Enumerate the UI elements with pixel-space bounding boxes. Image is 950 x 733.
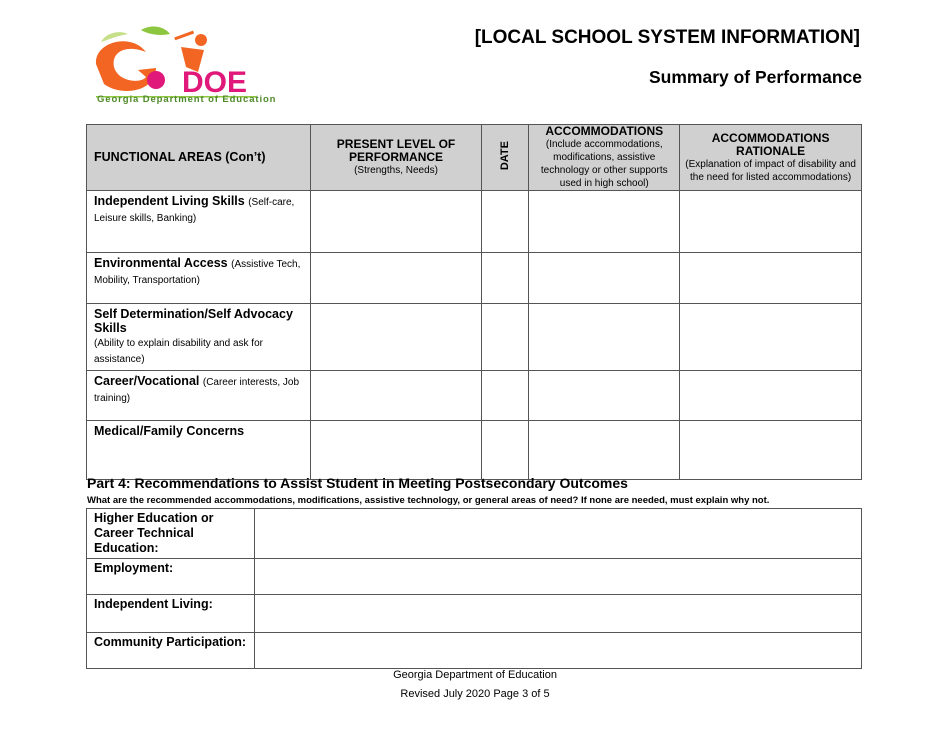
table-row: Independent Living:: [86, 594, 862, 633]
accommodations-cell[interactable]: [528, 252, 681, 304]
school-system-info: [LOCAL SCHOOL SYSTEM INFORMATION]: [474, 27, 860, 48]
area-note: (Career interests, Job training): [94, 377, 300, 404]
svg-text:DOE: DOE: [182, 66, 247, 99]
recommendations-table: Higher Education or Career Technical Edu…: [86, 508, 862, 669]
row-label: Career/Vocational (Career interests, Job…: [86, 370, 311, 421]
col-functional-areas: FUNCTIONAL AREAS (Con’t): [86, 124, 311, 191]
present-level-cell[interactable]: [309, 252, 483, 304]
row-label: Employment:: [86, 558, 255, 595]
area-note: (Self-care, Leisure skills, Banking): [94, 197, 295, 224]
date-cell[interactable]: [481, 303, 530, 371]
row-label: Medical/Family Concerns: [86, 420, 311, 480]
functional-areas-table: FUNCTIONAL AREAS (Con’t) PRESENT LEVEL O…: [86, 124, 862, 480]
header-title: PRESENT LEVEL OF PERFORMANCE: [336, 137, 456, 164]
accommodations-cell[interactable]: [528, 420, 681, 480]
rationale-cell[interactable]: [679, 190, 862, 253]
part4-title: Part 4: Recommendations to Assist Studen…: [87, 475, 628, 491]
rationale-cell[interactable]: [679, 252, 862, 304]
header-sub: (Include accommodations, modifications, …: [540, 139, 668, 189]
table-row: Medical/Family Concerns: [86, 420, 862, 480]
table-row: Employment:: [86, 558, 862, 595]
area-note: (Assistive Tech, Mobility, Transportatio…: [94, 259, 301, 286]
header-title: ACCOMMODATIONS RATIONALE: [711, 130, 830, 158]
area-note: (Ability to explain disability and ask f…: [94, 338, 263, 365]
date-cell[interactable]: [481, 370, 530, 421]
row-label: Independent Living:: [86, 594, 255, 633]
accommodations-cell[interactable]: [528, 190, 681, 253]
date-cell[interactable]: [481, 252, 530, 304]
area-name: Medical/Family Concerns: [94, 424, 245, 438]
present-level-cell[interactable]: [309, 370, 483, 421]
logo-caption: Georgia Department of Education: [97, 94, 277, 105]
col-date: DATE: [481, 124, 530, 191]
header-sub: (Explanation of impact of disability and…: [685, 158, 856, 183]
recommendation-cell[interactable]: [254, 508, 862, 559]
header-sub: (Strengths, Needs): [354, 165, 438, 176]
table-row: Environmental Access (Assistive Tech, Mo…: [86, 252, 862, 304]
row-label: Independent Living Skills (Self-care, Le…: [86, 190, 311, 253]
table-row: Career/Vocational (Career interests, Job…: [86, 370, 862, 421]
col-accommodations: ACCOMMODATIONS (Include accommodations, m…: [528, 124, 681, 191]
col-present-level: PRESENT LEVEL OF PERFORMANCE (Strengths, …: [309, 124, 483, 191]
footer-revision: Revised July 2020 Page 3 of 5: [400, 688, 550, 700]
table-header-row: FUNCTIONAL AREAS (Con’t) PRESENT LEVEL O…: [86, 124, 862, 191]
part4-question: What are the recommended accommodations,…: [87, 495, 770, 506]
row-label: Self Determination/Self Advocacy Skills (…: [86, 303, 311, 371]
table-row: Self Determination/Self Advocacy Skills (…: [86, 303, 862, 371]
area-name: Career/Vocational: [94, 374, 200, 388]
present-level-cell[interactable]: [309, 190, 483, 253]
recommendation-cell[interactable]: [254, 558, 862, 595]
row-label: Higher Education or Career Technical Edu…: [86, 508, 255, 559]
table-row: Community Participation:: [86, 632, 862, 669]
footer-org: Georgia Department of Education: [393, 669, 557, 681]
row-label: Community Participation:: [86, 632, 255, 669]
area-name: Environmental Access: [94, 256, 228, 270]
accommodations-cell[interactable]: [528, 303, 681, 371]
recommendation-cell[interactable]: [254, 632, 862, 669]
gadoe-logo: DOE: [95, 26, 256, 99]
table-row: Higher Education or Career Technical Edu…: [86, 508, 862, 559]
col-rationale: ACCOMMODATIONS RATIONALE (Explanation of …: [679, 124, 862, 191]
recommendation-cell[interactable]: [254, 594, 862, 633]
date-cell[interactable]: [481, 190, 530, 253]
table-row: Independent Living Skills (Self-care, Le…: [86, 190, 862, 253]
rationale-cell[interactable]: [679, 303, 862, 371]
header-title: ACCOMMODATIONS: [545, 124, 664, 138]
present-level-cell[interactable]: [309, 303, 483, 371]
rationale-cell[interactable]: [679, 420, 862, 480]
area-name: Self Determination/Self Advocacy Skills: [94, 307, 293, 335]
accommodations-cell[interactable]: [528, 370, 681, 421]
header-title: DATE: [498, 141, 511, 171]
present-level-cell[interactable]: [309, 420, 483, 480]
row-label: Environmental Access (Assistive Tech, Mo…: [86, 252, 311, 304]
date-cell[interactable]: [481, 420, 530, 480]
page-title: Summary of Performance: [649, 67, 862, 87]
area-name: Independent Living Skills: [94, 194, 245, 208]
rationale-cell[interactable]: [679, 370, 862, 421]
